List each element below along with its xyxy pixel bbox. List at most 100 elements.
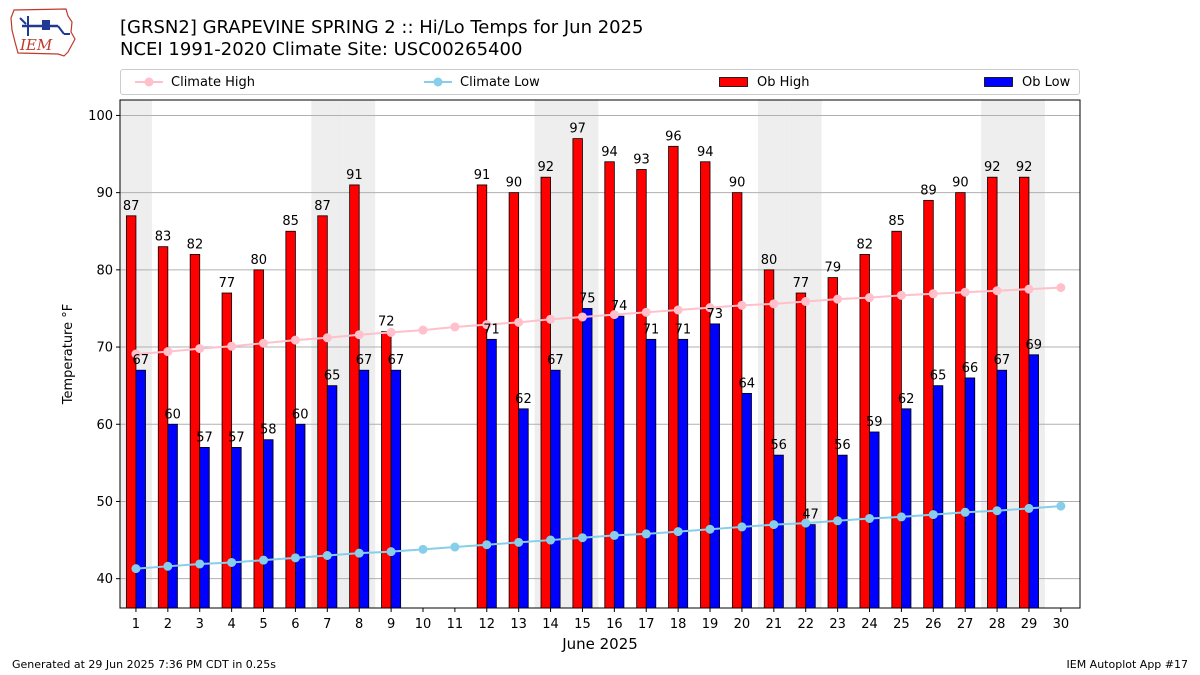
ob-low-bar [773, 454, 784, 609]
y-tick-label: 70 [96, 341, 113, 356]
ob-low-bar [1028, 354, 1039, 609]
climate-low-point [131, 564, 141, 574]
ob-high-bar [700, 161, 711, 609]
ob-high-bar [731, 192, 743, 609]
ob-high-data-label: 92 [538, 160, 555, 175]
ob-high-data-label: 80 [761, 253, 778, 268]
climate-low-point [960, 507, 970, 517]
ob-high-data-label: 80 [250, 253, 267, 268]
app-credit: IEM Autoplot App #17 [1066, 658, 1189, 671]
x-tick-label: 10 [415, 617, 432, 632]
legend-label-ob-high: Ob High [757, 74, 810, 90]
ob-high-data-label: 79 [825, 261, 842, 276]
ob-low-bar [199, 447, 210, 609]
climate-low-point [769, 520, 779, 530]
x-tick-label: 24 [861, 617, 878, 632]
climate-low-point [354, 548, 364, 558]
ob-high-data-label: 83 [155, 230, 172, 245]
ob-low-data-label: 71 [643, 322, 660, 337]
climate-high-point [195, 344, 205, 354]
ob-high-bar [987, 176, 998, 609]
ob-low-data-label: 69 [1025, 338, 1042, 353]
y-axis-label: Temperature °F [61, 304, 76, 405]
ob-low-data-label: 59 [866, 415, 883, 430]
climate-low-point [896, 512, 906, 522]
x-tick-label: 14 [542, 617, 559, 632]
ob-high-data-label: 85 [282, 214, 299, 229]
x-tick-label: 1 [132, 617, 140, 632]
x-tick-label: 25 [893, 617, 910, 632]
climate-high-point [163, 347, 173, 357]
climate-low-point [833, 516, 843, 526]
x-tick-label: 3 [196, 617, 204, 632]
climate-high-point [865, 293, 875, 303]
x-tick-label: 5 [259, 617, 267, 632]
ob-high-bar [317, 215, 328, 609]
climate-high-point [833, 294, 843, 304]
x-axis-label: June 2025 [561, 635, 638, 653]
climate-high-point [928, 289, 938, 299]
climate-high-point [1056, 283, 1066, 293]
climate-high-point [322, 333, 332, 343]
climate-low-point [163, 561, 173, 571]
ob-low-data-label: 56 [770, 438, 787, 453]
ob-high-data-label: 72 [378, 315, 395, 330]
ob-low-bar [550, 369, 561, 609]
climate-low-point [673, 527, 683, 537]
ob-low-bar [932, 385, 944, 609]
ob-low-bar [805, 524, 816, 609]
climate-high-point [354, 330, 364, 340]
ob-low-data-label: 58 [260, 423, 277, 438]
ob-low-bar [167, 423, 178, 609]
legend-label-climate-low: Climate Low [460, 74, 540, 90]
ob-low-data-label: 64 [738, 376, 755, 391]
x-tick-label: 11 [447, 617, 464, 632]
x-tick-label: 20 [734, 617, 751, 632]
x-tick-label: 12 [479, 617, 496, 632]
ob-low-data-label: 62 [898, 392, 915, 407]
ob-low-bar [996, 369, 1008, 609]
ob-low-data-label: 57 [228, 430, 245, 445]
climate-low-line [135, 505, 1061, 570]
x-tick-label: 4 [227, 617, 235, 632]
chart-legend: Climate High Climate Low Ob High Ob Low [120, 69, 1080, 95]
ob-low-bar [295, 423, 306, 609]
climate-low-point [227, 557, 237, 567]
ob-low-swatch-icon [984, 77, 1013, 87]
climate-low-point [482, 540, 492, 550]
ob-low-bar [677, 338, 689, 609]
ob-high-data-label: 92 [1016, 160, 1033, 175]
climate-low-point [705, 524, 715, 534]
ob-high-bar [668, 145, 679, 609]
ob-low-data-label: 57 [196, 430, 213, 445]
climate-low-point [737, 522, 747, 532]
legend-item-ob-high: Ob High [719, 70, 810, 94]
ob-low-data-label: 74 [611, 299, 628, 314]
ob-low-bar [613, 315, 625, 609]
ob-high-bar [1019, 176, 1030, 609]
ob-low-data-label: 75 [579, 291, 596, 306]
climate-high-point [896, 290, 906, 300]
climate-low-point [1024, 503, 1034, 513]
ob-high-bar [125, 215, 137, 609]
climate-low-point [514, 537, 524, 547]
ob-low-data-label: 62 [515, 392, 532, 407]
ob-high-data-label: 77 [793, 276, 810, 291]
ob-low-data-label: 60 [292, 407, 309, 422]
ob-low-bar [358, 369, 370, 609]
ob-high-bar [636, 169, 647, 609]
climate-low-point [1056, 501, 1066, 511]
ob-low-bar [390, 369, 402, 609]
x-tick-label: 26 [925, 617, 942, 632]
ob-high-data-label: 94 [601, 145, 618, 160]
climate-low-point [641, 529, 651, 539]
x-tick-label: 22 [797, 617, 814, 632]
plot-area-frame [119, 99, 1081, 609]
ob-high-data-label: 90 [506, 176, 523, 191]
climate-low-point [259, 555, 269, 565]
ob-low-data-label: 56 [834, 438, 851, 453]
climate-low-point [609, 530, 619, 540]
ob-low-data-label: 60 [164, 407, 181, 422]
ob-high-data-label: 87 [123, 199, 140, 214]
